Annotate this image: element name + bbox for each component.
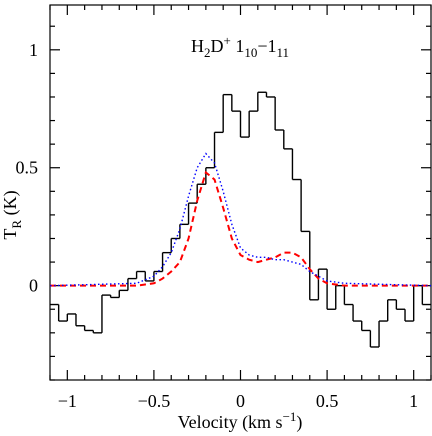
- x-axis-label-part: ): [296, 412, 302, 433]
- x-tick-label: −1: [58, 391, 77, 411]
- y-tick-label: 0.5: [16, 158, 39, 178]
- chart-title-part: −1: [257, 36, 276, 56]
- chart-title-part: 2: [204, 45, 211, 60]
- plot-frame: [49, 4, 432, 381]
- x-tick-label: 0: [236, 391, 245, 411]
- y-axis-label-part: R: [9, 220, 24, 229]
- x-axis-label: Velocity (km s−1): [178, 409, 303, 433]
- chart-title-part: 11: [276, 45, 289, 60]
- y-axis-label: TR (K): [0, 190, 24, 239]
- chart-title-part: 1: [231, 36, 245, 56]
- chart-title: H2D+ 110−111: [191, 33, 289, 60]
- x-tick-label: 1: [409, 391, 418, 411]
- chart-title-part: D: [210, 36, 223, 56]
- x-axis-label-part: Velocity (km s: [178, 412, 283, 433]
- chart-title-part: 10: [244, 45, 257, 60]
- plot-area: [50, 91, 431, 348]
- chart-title-part: H: [191, 36, 204, 56]
- x-axis-label-part: −1: [283, 409, 297, 424]
- model-line: [50, 170, 431, 287]
- x-tick-label: 0.5: [316, 391, 339, 411]
- y-tick-label: 0: [29, 276, 38, 296]
- model-line: [50, 152, 431, 287]
- y-tick-label: 1: [29, 40, 38, 60]
- chart-title-part: +: [223, 33, 230, 48]
- x-tick-label: −0.5: [138, 391, 171, 411]
- y-axis-label-part: (K): [0, 190, 21, 220]
- y-axis-label-part: T: [0, 229, 20, 240]
